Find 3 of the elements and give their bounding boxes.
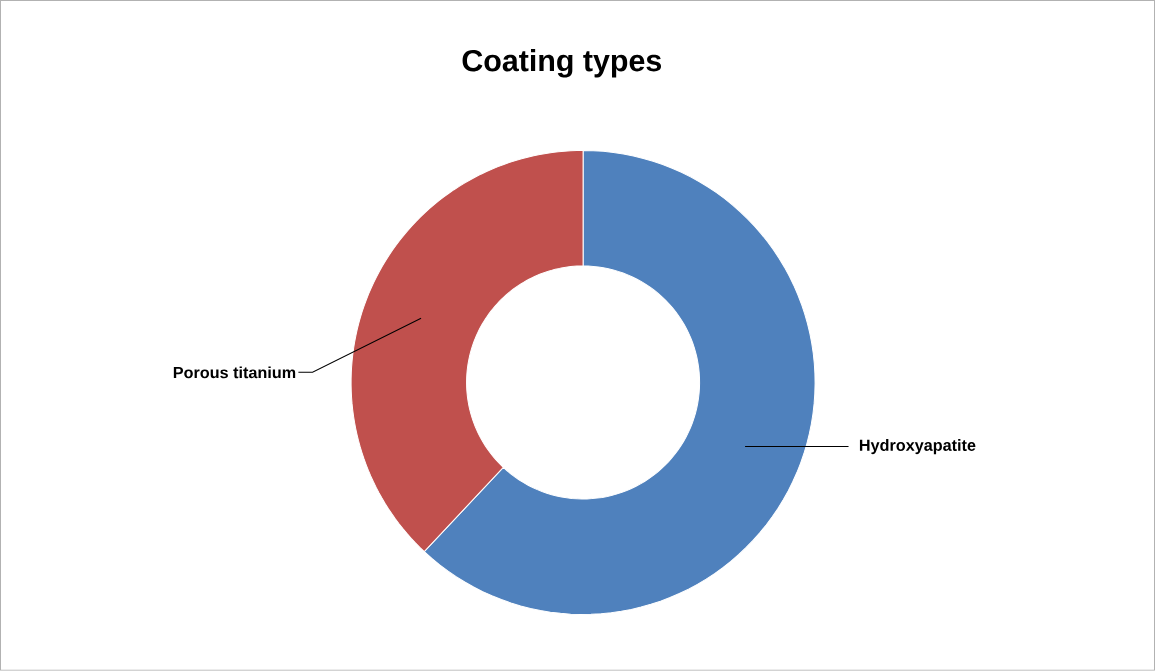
- slice-label: Porous titanium: [173, 366, 296, 379]
- chart-title: Coating types: [462, 49, 662, 78]
- slice-label: Hydroxyapatite: [859, 439, 976, 455]
